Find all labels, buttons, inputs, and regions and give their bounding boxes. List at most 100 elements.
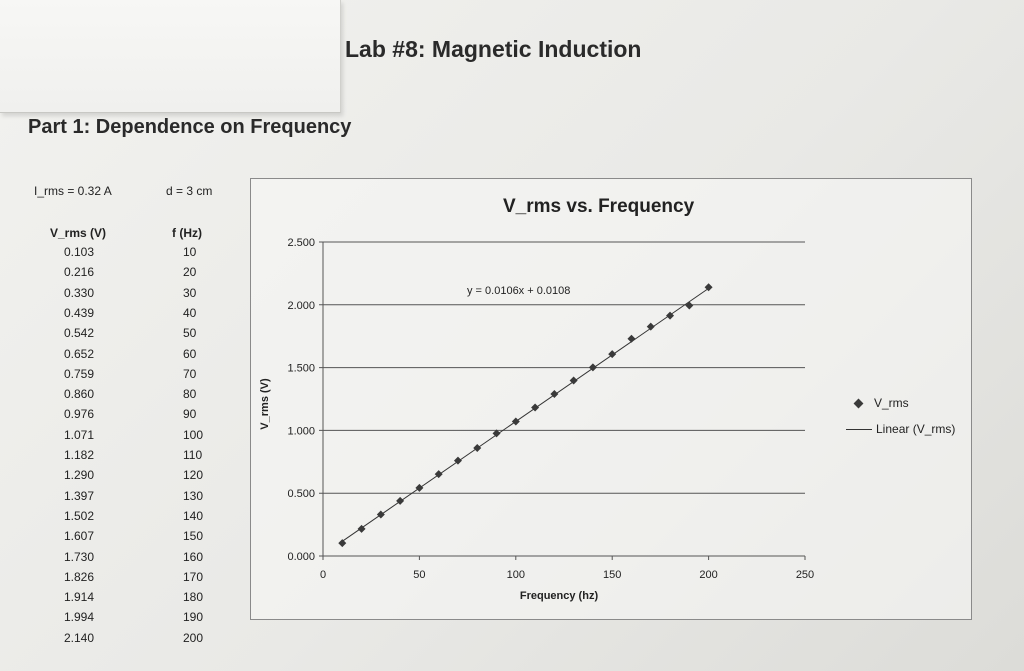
table-row: 0.330 30 bbox=[40, 286, 240, 306]
vrms-cell: 0.103 bbox=[64, 245, 95, 259]
frequency-cell: 150 bbox=[183, 529, 204, 544]
data-point bbox=[473, 443, 482, 452]
data-point bbox=[396, 496, 405, 505]
vrms-cell: 0.976 bbox=[64, 407, 95, 422]
data-point bbox=[492, 429, 501, 438]
frequency-cell: 200 bbox=[183, 630, 204, 645]
data-point bbox=[608, 350, 617, 359]
chart-title: V_rms vs. Frequency bbox=[503, 196, 695, 217]
frequency-cell: 110 bbox=[183, 448, 203, 462]
table-row: 1.730 160 bbox=[40, 550, 240, 570]
y-tick-label: 0.000 bbox=[287, 551, 315, 563]
legend-vrms: V_rms bbox=[853, 396, 909, 410]
frequency-cell: 180 bbox=[183, 590, 204, 605]
table-row: 1.826 170 bbox=[40, 570, 240, 590]
legend-vrms-label: V_rms bbox=[874, 396, 909, 410]
x-tick-label: 250 bbox=[796, 569, 814, 581]
table-row: 0.976 90 bbox=[40, 407, 240, 427]
vrms-cell: 0.216 bbox=[64, 265, 95, 280]
data-point bbox=[453, 456, 462, 465]
frequency-cell: 70 bbox=[183, 366, 197, 381]
table-row: 1.182 110 bbox=[40, 448, 240, 468]
table-row: 2.140 200 bbox=[40, 631, 240, 651]
data-point bbox=[531, 403, 540, 412]
param-irms: I_rms = 0.32 A bbox=[34, 184, 112, 198]
data-point bbox=[588, 363, 597, 372]
column-header-vrms: V_rms (V) bbox=[50, 226, 107, 240]
frequency-cell: 80 bbox=[183, 387, 197, 402]
frequency-cell: 50 bbox=[183, 326, 197, 341]
trendline bbox=[341, 287, 709, 542]
x-axis-label: Frequency (hz) bbox=[520, 590, 599, 602]
frequency-cell: 30 bbox=[183, 285, 197, 300]
data-point bbox=[666, 311, 675, 320]
data-point bbox=[357, 524, 366, 533]
table-row: 0.103 10 bbox=[40, 245, 240, 265]
vrms-cell: 1.994 bbox=[64, 610, 95, 625]
trendline-equation: y = 0.0106x + 0.0108 bbox=[467, 285, 570, 297]
paper-flap bbox=[0, 0, 341, 113]
part-heading: Part 1: Dependence on Frequency bbox=[28, 116, 352, 138]
legend-linear-label: Linear (V_rms) bbox=[876, 422, 956, 436]
data-point bbox=[376, 510, 385, 519]
x-tick-label: 200 bbox=[699, 569, 717, 581]
data-point bbox=[685, 301, 694, 310]
vrms-cell: 2.140 bbox=[64, 630, 95, 645]
y-axis-label: V_rms (V) bbox=[259, 378, 271, 430]
frequency-cell: 90 bbox=[183, 407, 197, 422]
frequency-cell: 170 bbox=[183, 569, 204, 584]
vrms-cell: 0.860 bbox=[64, 387, 95, 402]
table-row: 0.216 20 bbox=[40, 265, 240, 285]
x-tick-label: 150 bbox=[603, 569, 621, 581]
data-point bbox=[338, 539, 347, 548]
frequency-cell: 10 bbox=[183, 245, 197, 259]
y-tick-label: 2.500 bbox=[287, 237, 315, 249]
frequency-cell: 190 bbox=[183, 610, 204, 625]
table-row: 1.914 180 bbox=[40, 590, 240, 610]
vrms-cell: 1.397 bbox=[64, 488, 95, 503]
table-row: 0.652 60 bbox=[40, 347, 240, 367]
vrms-cell: 1.071 bbox=[64, 427, 95, 442]
page-title: Lab #8: Magnetic Induction bbox=[345, 36, 642, 62]
table-row: 0.759 70 bbox=[40, 367, 240, 387]
vrms-cell: 0.330 bbox=[64, 285, 95, 300]
x-tick-label: 50 bbox=[413, 569, 425, 581]
table-row: 1.071 100 bbox=[40, 428, 240, 448]
vrms-cell: 1.182 bbox=[64, 448, 95, 462]
frequency-cell: 60 bbox=[183, 346, 197, 361]
frequency-cell: 130 bbox=[183, 488, 204, 503]
y-tick-label: 0.500 bbox=[287, 488, 315, 500]
line-marker-icon bbox=[846, 429, 872, 431]
table-row: 1.994 190 bbox=[40, 610, 240, 630]
vrms-cell: 1.914 bbox=[64, 590, 95, 605]
frequency-cell: 140 bbox=[183, 508, 204, 523]
table-row: 1.290 120 bbox=[40, 468, 240, 488]
data-point bbox=[627, 334, 636, 343]
table-row: 1.397 130 bbox=[40, 489, 240, 509]
data-point bbox=[704, 283, 713, 292]
data-point bbox=[646, 322, 655, 331]
vrms-cell: 0.542 bbox=[64, 326, 95, 341]
column-header-frequency: f (Hz) bbox=[172, 226, 202, 240]
vrms-cell: 1.607 bbox=[64, 529, 95, 544]
frequency-cell: 40 bbox=[183, 305, 197, 320]
vrms-cell: 0.439 bbox=[64, 305, 95, 320]
data-point bbox=[434, 470, 443, 479]
data-point bbox=[569, 376, 578, 385]
vrms-cell: 0.759 bbox=[64, 366, 95, 381]
vrms-cell: 1.730 bbox=[64, 549, 95, 564]
diamond-marker-icon bbox=[853, 398, 864, 409]
y-tick-label: 2.000 bbox=[287, 300, 315, 312]
x-tick-label: 100 bbox=[507, 569, 525, 581]
table-row: 0.542 50 bbox=[40, 326, 240, 346]
data-point bbox=[550, 389, 559, 398]
frequency-cell: 160 bbox=[183, 549, 204, 564]
frequency-cell: 100 bbox=[183, 427, 204, 442]
vrms-cell: 1.290 bbox=[64, 468, 95, 483]
param-distance: d = 3 cm bbox=[166, 184, 213, 198]
table-row: 0.439 40 bbox=[40, 306, 240, 326]
x-tick-label: 0 bbox=[320, 569, 326, 581]
table-row: 0.860 80 bbox=[40, 387, 240, 407]
frequency-cell: 20 bbox=[183, 265, 197, 280]
